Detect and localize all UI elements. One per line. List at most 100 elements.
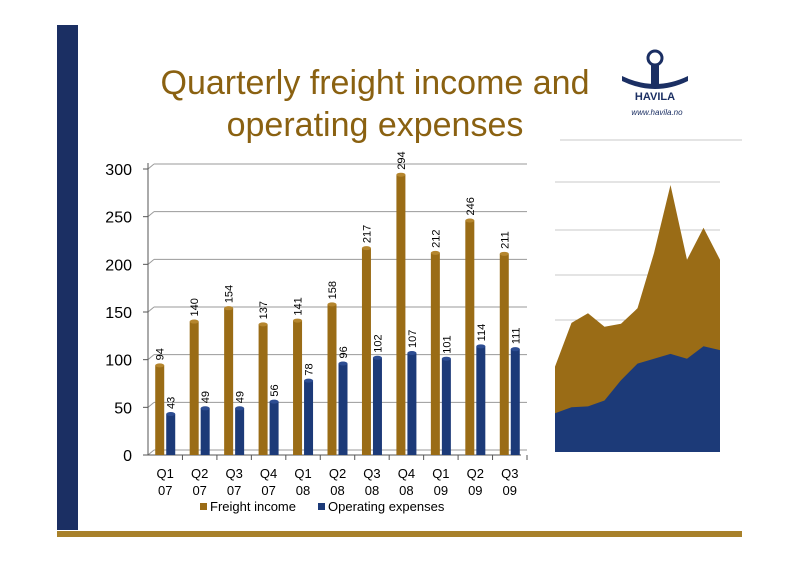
bar-operating-expenses: [372, 357, 382, 455]
bar-freight-top: [327, 302, 337, 307]
bar-expenses-top: [166, 412, 176, 417]
gridline-side: [147, 258, 155, 265]
x-tick-label-quarter: Q3: [225, 466, 242, 481]
data-label-expenses: 56: [269, 384, 281, 396]
data-label-freight: 217: [361, 225, 373, 243]
bar-expenses-top: [441, 356, 451, 361]
data-label-freight: 94: [155, 348, 167, 360]
gridline-side: [147, 306, 155, 313]
bar-operating-expenses: [269, 401, 279, 455]
data-label-freight: 246: [465, 197, 477, 215]
bar-freight-top: [499, 251, 509, 256]
data-label-freight: 212: [430, 230, 442, 248]
x-tick-label-year: 08: [399, 483, 413, 498]
data-label-expenses: 107: [407, 330, 419, 348]
legend-swatch-freight: [200, 503, 207, 510]
legend: Freight income Operating expenses: [200, 499, 445, 514]
bar-freight-top: [258, 322, 268, 327]
data-label-expenses: 96: [338, 346, 350, 358]
gridline-side: [147, 354, 155, 361]
data-label-expenses: 78: [304, 363, 316, 375]
x-tick-label-year: 07: [158, 483, 172, 498]
bar-freight-income: [258, 324, 268, 455]
bar-operating-expenses: [235, 408, 245, 455]
bar-freight-income: [465, 220, 475, 455]
bar-expenses-top: [269, 399, 279, 404]
bar-freight-income: [361, 248, 371, 455]
data-label-freight: 154: [224, 285, 236, 303]
bar-operating-expenses: [166, 414, 176, 455]
bar-expenses-top: [476, 344, 486, 349]
data-label-freight: 140: [189, 298, 201, 316]
bar-expenses-top: [200, 406, 210, 411]
data-label-expenses: 101: [441, 335, 453, 353]
bar-expenses-top: [372, 355, 382, 360]
bar-freight-income: [224, 308, 234, 455]
footer-line: [57, 531, 742, 537]
data-label-freight: 158: [327, 281, 339, 299]
bar-freight-income: [293, 320, 303, 455]
y-tick-label: 200: [105, 257, 132, 274]
x-tick-label-year: 09: [503, 483, 517, 498]
bar-freight-top: [361, 246, 371, 251]
data-label-expenses: 49: [235, 391, 247, 403]
legend-label-expenses: Operating expenses: [328, 499, 445, 514]
data-label-freight: 211: [499, 231, 511, 249]
bar-expenses-top: [304, 378, 314, 383]
x-tick-label-year: 07: [227, 483, 241, 498]
x-tick-label-quarter: Q4: [260, 466, 277, 481]
x-tick-label-year: 09: [468, 483, 482, 498]
bar-operating-expenses: [510, 349, 520, 455]
bar-freight-top: [224, 306, 234, 311]
bar-freight-income: [430, 252, 440, 455]
bar-operating-expenses: [304, 380, 314, 455]
inset-area-chart: [555, 139, 742, 452]
bar-operating-expenses: [476, 346, 486, 455]
bar-operating-expenses: [407, 352, 417, 455]
x-tick-label-year: 07: [192, 483, 206, 498]
data-label-expenses: 49: [200, 391, 212, 403]
inset-expense-area: [555, 346, 720, 452]
bar-freight-income: [189, 321, 199, 455]
x-tick-label-quarter: Q2: [191, 466, 208, 481]
data-label-freight: 141: [293, 297, 305, 315]
sidebar-band: [57, 25, 78, 530]
havila-logo: HAVILA: [622, 49, 688, 103]
y-tick-label: 0: [123, 448, 132, 465]
data-label-freight: 137: [258, 301, 270, 319]
x-tick-label-quarter: Q1: [432, 466, 449, 481]
title-line-1: Quarterly freight income and: [160, 64, 590, 102]
logo-text: HAVILA: [635, 91, 675, 103]
bar-freight-income: [327, 304, 337, 455]
bar-freight-top: [430, 250, 440, 255]
bar-freight-top: [155, 363, 165, 368]
data-label-expenses: 102: [372, 334, 384, 352]
data-label-expenses: 114: [476, 324, 488, 342]
bar-operating-expenses: [441, 358, 451, 455]
x-tick-label-quarter: Q3: [501, 466, 518, 481]
bar-freight-top: [293, 318, 303, 323]
bar-freight-income: [396, 174, 406, 455]
gridline-side: [147, 401, 155, 408]
y-tick-label: 50: [114, 400, 132, 417]
x-tick-label-year: 09: [434, 483, 448, 498]
bar-operating-expenses: [200, 408, 210, 455]
y-tick-label: 100: [105, 353, 132, 370]
bar-freight-income: [499, 253, 509, 455]
x-tick-label-year: 08: [365, 483, 379, 498]
bar-expenses-top: [510, 347, 520, 352]
bar-expenses-top: [407, 350, 417, 355]
x-tick-label-quarter: Q2: [329, 466, 346, 481]
legend-label-freight: Freight income: [210, 499, 296, 514]
legend-swatch-expenses: [318, 503, 325, 510]
logo-url: www.havila.no: [631, 108, 683, 117]
bar-freight-top: [465, 218, 475, 223]
x-tick-label-quarter: Q1: [157, 466, 174, 481]
title-line-2: operating expenses: [226, 106, 524, 144]
gridline-side: [147, 163, 155, 170]
data-label-expenses: 111: [510, 327, 522, 344]
x-tick-label-quarter: Q3: [363, 466, 380, 481]
y-tick-label: 300: [105, 162, 132, 179]
bar-operating-expenses: [338, 363, 348, 455]
